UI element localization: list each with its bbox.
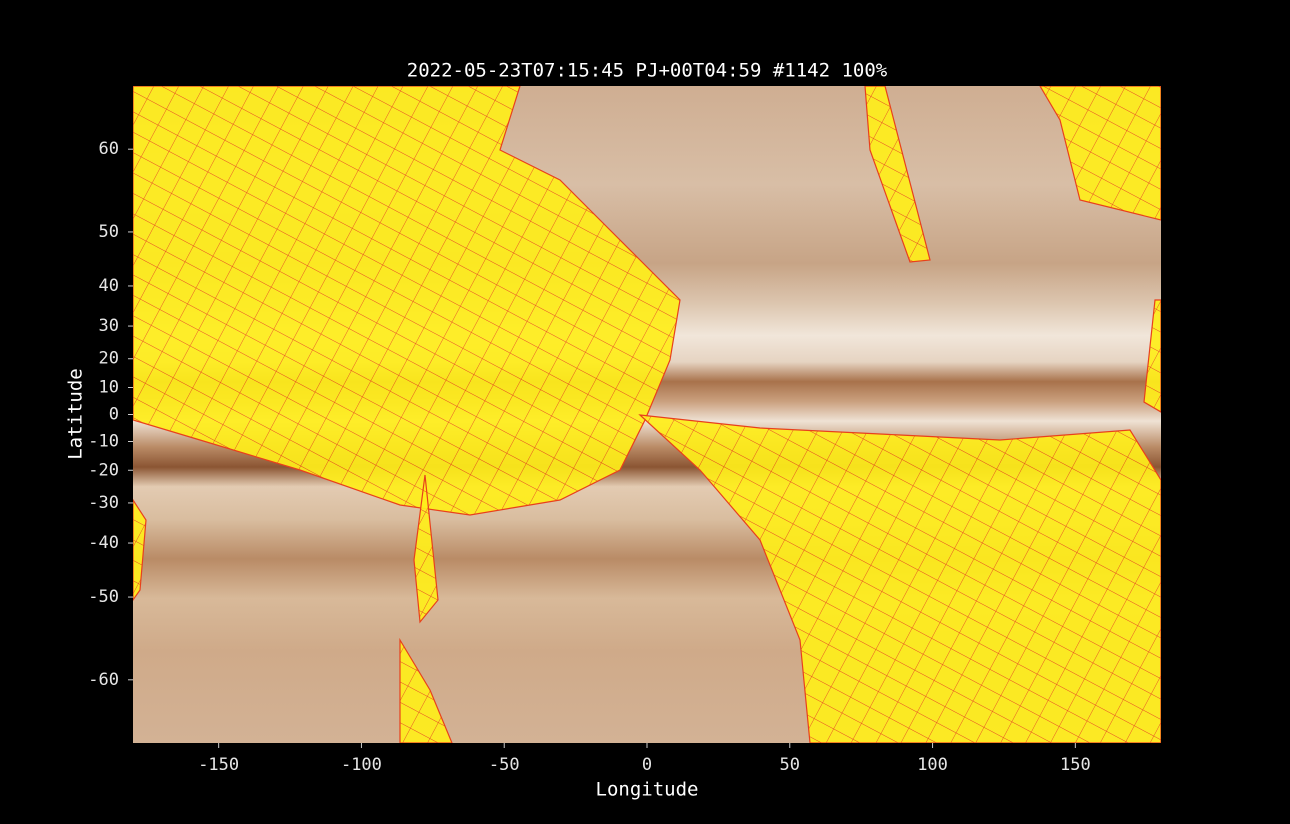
- x-tick-label: 0: [642, 755, 652, 775]
- y-tick-label: -20: [88, 460, 119, 480]
- y-tick-label: 50: [99, 222, 119, 242]
- y-tick-label: 10: [99, 377, 119, 397]
- footprint: [1143, 299, 1161, 413]
- footprint: [133, 498, 147, 602]
- y-tick-label: -50: [88, 587, 119, 607]
- x-tick-label: 50: [780, 755, 800, 775]
- y-tick-label: 20: [99, 349, 119, 369]
- y-axis-label: Latitude: [65, 368, 87, 460]
- x-tick-label: -100: [341, 755, 382, 775]
- y-tick-label: -10: [88, 432, 119, 452]
- y-tick-label: 30: [99, 316, 119, 336]
- footprint: [638, 414, 1161, 743]
- x-tick-label: -50: [489, 755, 520, 775]
- y-tick-label: -40: [88, 533, 119, 553]
- y-tick-label: -30: [88, 493, 119, 513]
- footprint: [1039, 86, 1161, 221]
- x-axis-label: Longitude: [596, 779, 699, 801]
- x-tick-label: 150: [1060, 755, 1091, 775]
- x-tick-label: -150: [198, 755, 239, 775]
- y-tick-label: 60: [99, 139, 119, 159]
- footprint: [864, 86, 931, 263]
- footprint: [399, 637, 453, 743]
- footprint: [413, 474, 439, 624]
- chart-title: 2022-05-23T07:15:45 PJ+00T04:59 #1142 10…: [407, 60, 888, 82]
- footprints: [133, 86, 1161, 743]
- y-tick-label: -60: [88, 670, 119, 690]
- x-tick-label: 100: [917, 755, 948, 775]
- y-tick-label: 0: [109, 405, 119, 425]
- y-tick-label: 40: [99, 276, 119, 296]
